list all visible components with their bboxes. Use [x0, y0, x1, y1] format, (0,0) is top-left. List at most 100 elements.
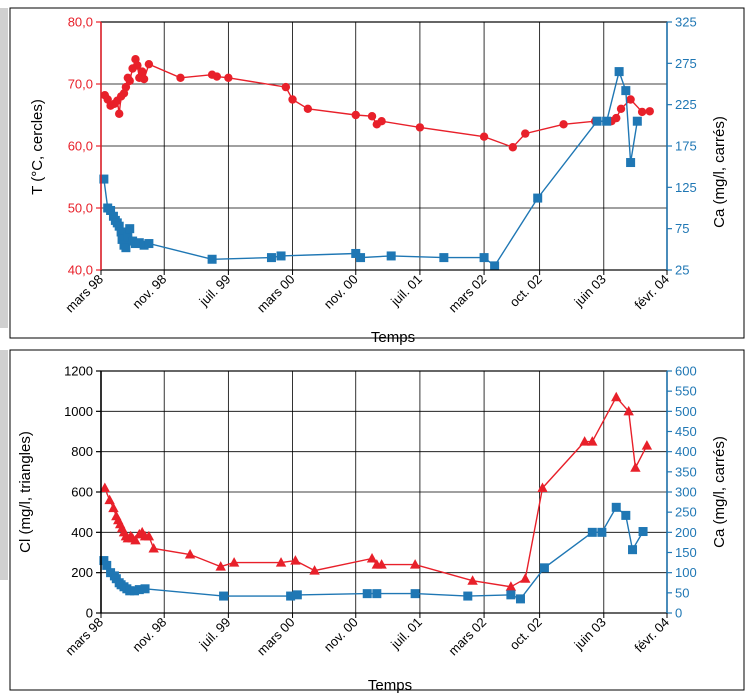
right-axis: 25 75 125 175 225 275 325 — [666, 15, 697, 278]
right-tick-label: 175 — [675, 139, 697, 154]
data-point-square — [632, 116, 642, 126]
right-tick-label: 0 — [675, 606, 682, 621]
data-point-square — [130, 586, 140, 596]
x-axis-title: Temps — [368, 677, 412, 694]
data-point-circle — [508, 143, 518, 152]
data-point-circle — [479, 132, 489, 141]
data-point-circle — [351, 110, 360, 120]
data-point-square — [515, 594, 525, 604]
y-axis-title-left: Cl (mg/l, triangles) — [17, 431, 34, 553]
right-tick-label: 600 — [675, 364, 697, 379]
data-point-circle — [612, 113, 621, 123]
left-strip-bottom — [0, 350, 8, 580]
data-point-circle — [212, 72, 222, 81]
right-tick-label: 275 — [675, 56, 697, 71]
data-point-square — [266, 253, 276, 263]
left-tick-label: 600 — [71, 485, 93, 500]
data-point-square — [116, 227, 126, 237]
data-point-square — [99, 174, 109, 184]
data-point-triangle — [130, 534, 141, 545]
right-tick-label: 300 — [675, 485, 697, 500]
data-point-triangle — [467, 575, 478, 585]
data-point-square — [102, 560, 112, 570]
data-point-circle — [137, 67, 147, 76]
data-point-square — [490, 261, 500, 271]
right-tick-label: 350 — [675, 464, 697, 479]
data-point-square — [276, 251, 286, 261]
data-point-square — [356, 253, 366, 263]
right-tick-label: 125 — [675, 180, 697, 195]
data-point-square — [602, 116, 612, 126]
data-point-circle — [139, 74, 149, 84]
left-tick-label: 400 — [71, 525, 93, 540]
data-point-square — [386, 251, 396, 261]
x-axis-title: Temps — [371, 329, 415, 346]
data-point-circle — [133, 61, 142, 70]
data-point-square — [99, 556, 109, 566]
data-point-square — [114, 221, 124, 231]
data-point-square — [125, 586, 135, 596]
data-point-triangle — [108, 502, 119, 513]
data-point-triangle — [228, 557, 240, 567]
data-point-square — [506, 590, 516, 600]
data-point-triangle — [143, 530, 155, 541]
data-point-square — [351, 248, 361, 258]
series-layer — [99, 391, 653, 604]
data-point-square — [533, 193, 543, 203]
data-point-circle — [559, 120, 568, 129]
right-tick-label: 225 — [675, 97, 697, 112]
data-point-square — [628, 545, 638, 555]
data-point-circle — [626, 95, 635, 104]
data-point-triangle — [148, 542, 159, 553]
data-point-circle — [637, 107, 647, 117]
data-point-circle — [645, 107, 654, 116]
data-point-square — [362, 589, 372, 599]
data-point-square — [125, 224, 135, 234]
left-axis: 0 200 400 600 800 1000 1200 — [64, 364, 102, 621]
left-tick-label: 200 — [71, 565, 93, 580]
left-tick-label: 1200 — [64, 364, 93, 379]
data-point-circle — [281, 82, 291, 92]
data-point-triangle — [409, 559, 421, 569]
data-point-triangle — [309, 565, 320, 575]
data-point-circle — [415, 123, 425, 132]
data-point-square — [614, 67, 624, 77]
right-tick-label: 325 — [675, 15, 697, 30]
panel-frame — [9, 7, 745, 339]
data-point-square — [144, 239, 154, 249]
data-point-circle — [176, 73, 185, 83]
data-point-circle — [121, 82, 131, 92]
data-point-triangle — [623, 405, 634, 416]
data-point-triangle — [641, 440, 653, 450]
data-point-square — [219, 591, 229, 601]
data-point-square — [638, 527, 648, 537]
data-point-triangle — [99, 482, 111, 492]
data-point-square — [439, 253, 449, 263]
data-point-circle — [114, 109, 124, 118]
data-point-circle — [377, 117, 386, 126]
data-point-square — [621, 86, 631, 96]
data-point-circle — [616, 104, 626, 114]
left-tick-label: 70,0 — [68, 77, 93, 92]
data-point-circle — [521, 129, 530, 138]
data-point-triangle — [579, 436, 590, 446]
data-point-square — [587, 527, 597, 537]
data-point-circle — [144, 59, 154, 69]
data-point-circle — [224, 73, 233, 83]
right-tick-label: 50 — [675, 585, 689, 600]
right-tick-label: 150 — [675, 545, 697, 560]
left-tick-label: 800 — [71, 444, 93, 459]
data-point-square — [626, 158, 636, 168]
data-point-square — [106, 205, 116, 215]
data-point-square — [597, 527, 607, 537]
right-tick-label: 250 — [675, 505, 697, 520]
left-tick-label: 1000 — [64, 404, 93, 419]
data-point-triangle — [520, 573, 531, 583]
data-point-square — [479, 253, 489, 263]
left-tick-label: 60,0 — [68, 139, 93, 154]
data-point-square — [611, 502, 621, 512]
data-point-triangle — [184, 549, 196, 559]
data-point-square — [463, 591, 473, 601]
data-point-square — [134, 585, 144, 595]
left-tick-label: 40,0 — [68, 263, 93, 278]
